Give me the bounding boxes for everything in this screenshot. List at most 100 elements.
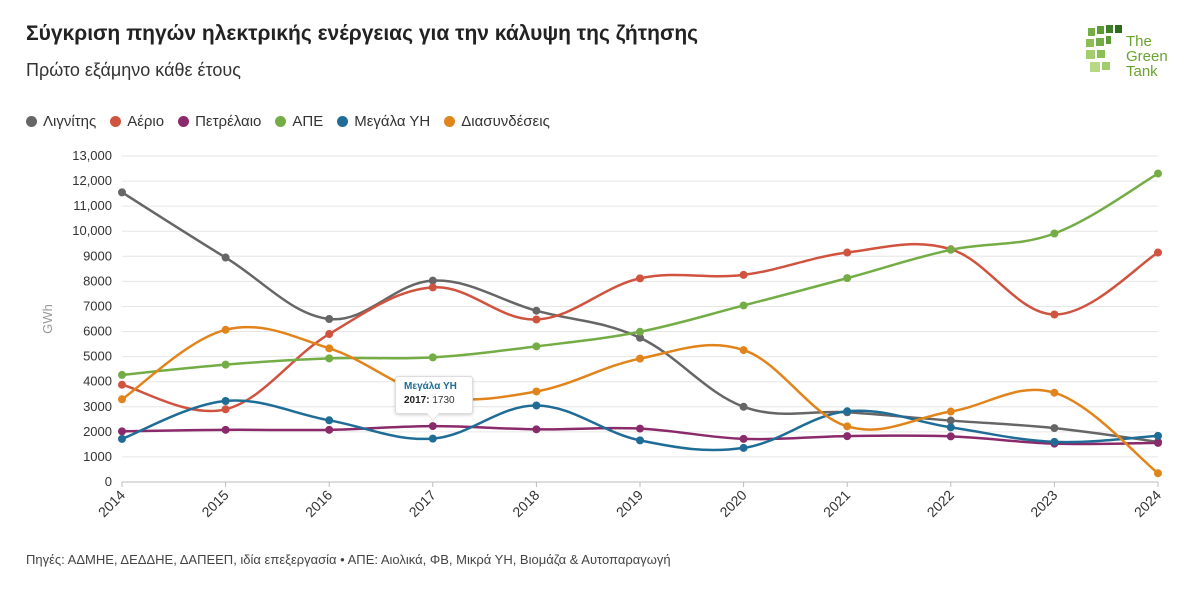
legend-marker bbox=[275, 116, 287, 127]
data-point bbox=[739, 301, 748, 310]
x-tick-label: 2014 bbox=[95, 487, 128, 520]
data-point bbox=[118, 188, 126, 197]
data-point bbox=[636, 274, 644, 283]
data-point bbox=[636, 327, 644, 336]
x-tick-label: 2018 bbox=[509, 487, 542, 520]
legend-label: Διασυνδέσεις bbox=[461, 113, 550, 130]
data-point bbox=[1154, 438, 1162, 447]
tooltip-value: 1730 bbox=[432, 395, 455, 406]
y-tick-label: 1000 bbox=[83, 449, 112, 464]
data-point bbox=[739, 434, 748, 443]
data-point bbox=[428, 434, 437, 443]
logo-text-line2: Green bbox=[1126, 48, 1168, 65]
legend-item[interactable]: Αέριο bbox=[110, 113, 164, 130]
chart-subtitle: Πρώτο εξάμηνο κάθε έτους bbox=[26, 60, 241, 80]
data-point bbox=[1050, 229, 1059, 238]
legend-marker bbox=[110, 116, 122, 127]
x-tick-label: 2017 bbox=[406, 487, 439, 520]
data-point bbox=[118, 370, 126, 379]
data-point bbox=[118, 434, 126, 443]
data-point bbox=[532, 342, 541, 351]
x-tick-label: 2022 bbox=[924, 487, 957, 520]
data-point bbox=[636, 424, 644, 433]
y-tick-label: 2000 bbox=[83, 424, 112, 439]
data-point bbox=[118, 427, 126, 436]
logo-text-line1: The bbox=[1126, 33, 1152, 50]
legend-item[interactable]: Μεγάλα ΥΗ bbox=[337, 113, 430, 130]
y-tick-label: 13,000 bbox=[72, 148, 112, 163]
legend-label: ΑΠΕ bbox=[292, 113, 324, 130]
legend-marker bbox=[444, 116, 456, 127]
source-note: Πηγές: ΑΔΜΗΕ, ΔΕΔΔΗΕ, ΔΑΠΕΕΠ, ιδία επεξε… bbox=[26, 552, 671, 567]
legend-item[interactable]: Διασυνδέσεις bbox=[444, 113, 550, 130]
x-tick-label: 2024 bbox=[1131, 487, 1164, 520]
data-point bbox=[325, 344, 334, 353]
legend-label: Αέριο bbox=[127, 113, 165, 130]
data-point bbox=[428, 422, 437, 431]
data-point bbox=[325, 416, 334, 425]
x-tick-label: 2023 bbox=[1027, 487, 1060, 520]
logo-text-line3: Tank bbox=[1126, 63, 1158, 80]
legend-label: Μεγάλα ΥΗ bbox=[354, 113, 431, 130]
data-point bbox=[1154, 431, 1162, 440]
chart-legend: Λιγνίτης Αέριο Πετρέλαιο ΑΠΕ Μεγάλα ΥΗ Διασυν… bbox=[26, 113, 550, 130]
green-tank-logo: The Green Tank bbox=[1084, 22, 1174, 84]
series-line bbox=[121, 191, 1159, 444]
data-point bbox=[428, 353, 437, 362]
data-point bbox=[739, 346, 748, 355]
series-line bbox=[121, 242, 1159, 413]
data-point bbox=[946, 423, 955, 432]
tooltip-series-name: Μεγάλα ΥΗ bbox=[404, 381, 457, 392]
legend-item[interactable]: Λιγνίτης bbox=[26, 113, 96, 130]
series-line bbox=[121, 172, 1159, 377]
data-point bbox=[428, 283, 437, 292]
x-tick-label: 2021 bbox=[820, 487, 853, 520]
data-point bbox=[118, 395, 126, 404]
x-tick-label: 2020 bbox=[716, 487, 749, 520]
y-tick-label: 5000 bbox=[83, 349, 112, 364]
legend-marker bbox=[337, 116, 349, 127]
data-point bbox=[532, 425, 541, 434]
tooltip: Μεγάλα ΥΗ 2017: 1730 bbox=[395, 376, 473, 414]
data-point bbox=[532, 387, 541, 396]
legend-label: Λιγνίτης bbox=[43, 113, 97, 130]
data-point bbox=[221, 253, 230, 262]
y-tick-label: 10,000 bbox=[72, 223, 112, 238]
y-tick-label: 0 bbox=[105, 474, 112, 489]
y-tick-label: 6000 bbox=[83, 324, 112, 339]
data-point bbox=[118, 380, 126, 389]
data-point bbox=[221, 405, 230, 414]
data-point bbox=[739, 402, 748, 411]
data-point bbox=[946, 416, 955, 425]
legend-item[interactable]: Πετρέλαιο bbox=[178, 113, 261, 130]
data-point bbox=[843, 407, 852, 416]
x-tick-label: 2019 bbox=[613, 487, 646, 520]
data-point bbox=[221, 325, 230, 334]
legend-marker bbox=[26, 116, 37, 127]
data-point bbox=[1154, 169, 1162, 178]
data-point bbox=[325, 330, 334, 339]
data-point bbox=[1050, 310, 1059, 319]
data-point bbox=[325, 354, 334, 363]
data-point bbox=[325, 425, 334, 434]
y-tick-label: 9000 bbox=[83, 248, 112, 263]
data-point bbox=[221, 397, 230, 406]
y-tick-label: 12,000 bbox=[72, 173, 112, 188]
data-point bbox=[428, 276, 437, 285]
data-point bbox=[1050, 424, 1059, 433]
chart-title: Σύγκριση πηγών ηλεκτρικής ενέργειας για … bbox=[26, 22, 699, 45]
logo-leaf-icon bbox=[1086, 25, 1122, 72]
legend-marker bbox=[178, 116, 190, 127]
data-point bbox=[1050, 437, 1059, 446]
tooltip-year: 2017: bbox=[404, 395, 430, 406]
legend-item[interactable]: ΑΠΕ bbox=[275, 113, 323, 130]
y-tick-label: 11,000 bbox=[73, 198, 112, 213]
y-tick-label: 7000 bbox=[83, 298, 112, 313]
logo-text: The Green Tank bbox=[1126, 34, 1168, 79]
data-point bbox=[1154, 248, 1162, 257]
y-axis-label: GWh bbox=[40, 304, 55, 334]
y-tick-label: 4000 bbox=[83, 374, 112, 389]
y-tick-label: 3000 bbox=[83, 399, 112, 414]
data-point bbox=[739, 443, 748, 452]
data-point bbox=[636, 354, 644, 363]
